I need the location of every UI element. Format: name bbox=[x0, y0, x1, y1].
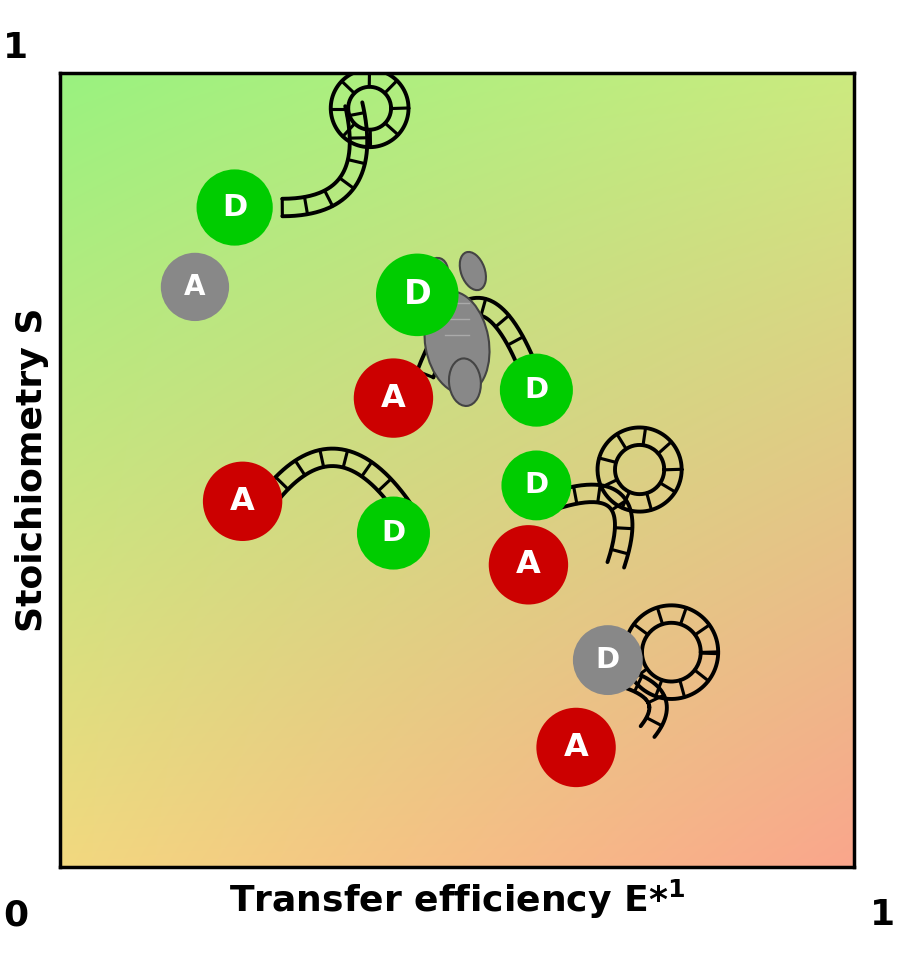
Text: A: A bbox=[184, 273, 206, 300]
Circle shape bbox=[501, 450, 572, 520]
Circle shape bbox=[354, 358, 433, 438]
Text: A: A bbox=[230, 486, 255, 516]
Text: A: A bbox=[563, 732, 589, 763]
Circle shape bbox=[536, 708, 616, 787]
Ellipse shape bbox=[418, 258, 448, 300]
Text: A: A bbox=[381, 383, 406, 414]
Circle shape bbox=[489, 525, 568, 605]
Ellipse shape bbox=[425, 292, 490, 394]
Ellipse shape bbox=[460, 252, 486, 290]
Text: 1: 1 bbox=[3, 31, 28, 64]
Ellipse shape bbox=[449, 358, 481, 406]
Text: D: D bbox=[525, 376, 548, 404]
Text: D: D bbox=[596, 646, 620, 674]
Circle shape bbox=[376, 253, 459, 336]
Text: 1: 1 bbox=[870, 899, 895, 932]
X-axis label: Transfer efficiency E*$^{\mathbf{1}}$: Transfer efficiency E*$^{\mathbf{1}}$ bbox=[229, 877, 685, 921]
Circle shape bbox=[500, 353, 573, 426]
Y-axis label: Stoichiometry S: Stoichiometry S bbox=[15, 307, 49, 632]
Text: D: D bbox=[403, 278, 431, 311]
Circle shape bbox=[573, 625, 643, 695]
Circle shape bbox=[202, 462, 283, 541]
Circle shape bbox=[357, 496, 430, 569]
Text: D: D bbox=[222, 193, 248, 222]
Text: 0: 0 bbox=[3, 899, 28, 932]
Text: D: D bbox=[382, 519, 406, 547]
Circle shape bbox=[196, 169, 273, 246]
Text: D: D bbox=[525, 471, 548, 499]
Text: A: A bbox=[516, 549, 541, 580]
Circle shape bbox=[161, 252, 230, 321]
